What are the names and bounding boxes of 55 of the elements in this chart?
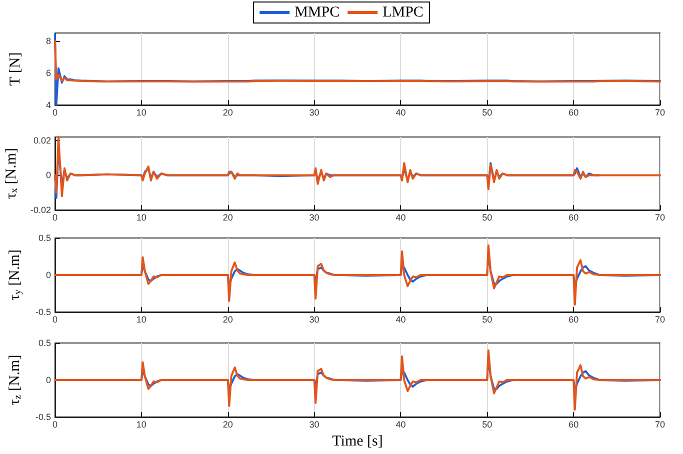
x-tick-label: 20 xyxy=(222,108,233,118)
x-tick-label: 0 xyxy=(52,212,58,222)
x-tick-label: 10 xyxy=(136,420,146,430)
x-tick-label: 20 xyxy=(222,314,233,324)
x-tick-label: 50 xyxy=(482,420,492,430)
y-tick-label: 0.5 xyxy=(38,338,51,348)
x-tick-label: 70 xyxy=(654,314,666,324)
y-axis-title: τz [N.m] xyxy=(7,354,24,406)
y-tick-label: 0.5 xyxy=(38,233,51,243)
x-tick-label: 30 xyxy=(309,420,320,430)
x-tick-label: 10 xyxy=(136,314,146,324)
x-tick-label: 70 xyxy=(654,108,666,118)
y-tick-label: -0.5 xyxy=(35,307,51,317)
y-tick-label: 0 xyxy=(46,170,51,180)
x-tick-label: 10 xyxy=(136,212,146,222)
legend-label: LMPC xyxy=(382,4,424,20)
x-tick-label: 40 xyxy=(396,108,406,118)
y-tick-label: -0.5 xyxy=(35,412,51,422)
x-tick-label: 30 xyxy=(309,108,320,118)
y-tick-label: 0.02 xyxy=(33,135,51,146)
x-tick-label: 60 xyxy=(568,314,579,324)
x-tick-label: 40 xyxy=(396,314,406,324)
x-tick-label: 70 xyxy=(654,212,666,222)
y-axis-title: τy [N.m] xyxy=(7,249,24,301)
y-tick-label: 4 xyxy=(46,100,51,110)
x-tick-label: 40 xyxy=(396,420,406,430)
line-series xyxy=(54,244,661,306)
x-tick-label: 50 xyxy=(482,314,492,324)
y-tick-label: 0 xyxy=(46,270,51,280)
line-series xyxy=(54,40,661,83)
x-axis-title: Time [s] xyxy=(332,433,383,450)
x-tick-label: 50 xyxy=(482,212,492,222)
y-tick-label: 8 xyxy=(46,36,51,46)
line-series xyxy=(54,136,661,198)
y-tick-label: -0.02 xyxy=(30,205,51,215)
y-axis-title: T [N] xyxy=(8,52,24,86)
x-tick-label: 0 xyxy=(52,108,58,118)
line-series xyxy=(54,349,661,411)
x-tick-label: 50 xyxy=(482,108,492,118)
x-tick-label: 0 xyxy=(52,314,58,324)
x-tick-label: 70 xyxy=(654,420,666,430)
x-tick-label: 0 xyxy=(52,420,58,430)
x-tick-label: 60 xyxy=(568,212,579,222)
x-tick-label: 30 xyxy=(309,212,320,222)
y-axis-title: τx [N.m] xyxy=(4,148,20,200)
x-tick-label: 20 xyxy=(222,420,233,430)
x-tick-label: 60 xyxy=(568,420,579,430)
x-tick-label: 30 xyxy=(309,314,320,324)
y-tick-label: 6 xyxy=(46,68,51,78)
legend-label: MMPC xyxy=(294,4,340,20)
x-tick-label: 60 xyxy=(568,108,579,118)
x-tick-label: 20 xyxy=(222,212,233,222)
y-tick-label: 0 xyxy=(46,375,51,385)
x-tick-label: 40 xyxy=(396,212,406,222)
x-tick-label: 10 xyxy=(136,108,146,118)
